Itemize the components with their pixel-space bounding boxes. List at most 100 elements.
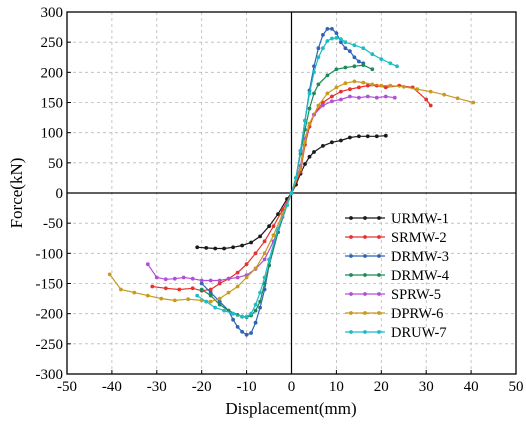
data-point — [231, 245, 236, 250]
series-line — [109, 80, 474, 303]
y-tick-label: -250 — [36, 337, 64, 353]
data-point — [424, 97, 429, 102]
data-point — [213, 246, 218, 251]
data-point — [222, 246, 227, 251]
data-point — [339, 89, 343, 94]
data-point — [154, 275, 159, 280]
data-point — [244, 262, 249, 267]
data-point — [357, 95, 361, 100]
data-point — [428, 103, 433, 108]
data-point — [244, 332, 249, 337]
data-point — [383, 85, 388, 90]
data-point — [383, 133, 388, 138]
y-tick-label: 100 — [41, 126, 64, 142]
data-point — [334, 36, 339, 40]
data-point — [348, 49, 352, 54]
data-point — [361, 80, 366, 85]
data-point — [208, 293, 213, 298]
data-point — [316, 82, 321, 87]
data-point — [370, 82, 375, 87]
data-point — [235, 325, 240, 329]
data-point — [276, 227, 280, 232]
data-point — [307, 106, 312, 111]
data-point — [208, 299, 213, 304]
legend: URMW-1 SRMW-2 DRMW-3 DRMW-4 SPRW-5 DPRW-6 DRUW… — [345, 211, 450, 341]
data-point — [253, 308, 258, 313]
legend-marker — [377, 292, 381, 296]
x-axis-title: Displacement(mm) — [225, 399, 356, 418]
legend-item: DRMW-4 — [345, 268, 450, 284]
legend-marker — [363, 311, 367, 315]
data-point — [428, 89, 433, 94]
series-layer — [107, 27, 476, 337]
data-point — [370, 67, 375, 72]
data-point — [145, 262, 150, 267]
data-point — [455, 96, 460, 101]
data-point — [312, 91, 316, 96]
legend-marker — [363, 216, 367, 220]
y-tick-label: 150 — [41, 96, 64, 112]
data-point — [365, 134, 370, 139]
data-point — [325, 27, 330, 31]
data-point — [271, 224, 276, 229]
x-tick-label: 30 — [419, 379, 434, 395]
data-point — [199, 281, 204, 286]
x-tick-label: -30 — [147, 379, 167, 395]
data-point — [262, 239, 267, 244]
y-tick-label: -200 — [36, 307, 64, 323]
legend-label: SRMW-2 — [391, 230, 447, 246]
x-tick-labels: -50 -40 -30 -20 -10 0 10 20 30 40 50 — [57, 379, 524, 395]
data-point — [330, 140, 334, 145]
data-point — [240, 243, 245, 248]
data-point — [298, 148, 303, 153]
data-point — [289, 191, 294, 195]
data-point — [204, 246, 209, 250]
data-point — [343, 46, 348, 51]
x-tick-label: -20 — [192, 379, 212, 395]
y-tick-label: -100 — [36, 246, 64, 262]
data-point — [352, 55, 357, 60]
data-point — [235, 270, 240, 275]
data-point — [249, 331, 254, 335]
data-point — [208, 287, 213, 292]
data-point — [330, 94, 334, 99]
y-axis-title: Force(kN) — [7, 158, 26, 229]
data-point — [186, 297, 191, 302]
data-point — [334, 31, 339, 35]
data-point — [258, 305, 262, 310]
data-point — [163, 277, 168, 282]
data-point — [361, 63, 366, 67]
data-point — [253, 251, 258, 256]
data-point — [150, 284, 155, 289]
data-point — [258, 234, 262, 239]
data-point — [231, 317, 236, 322]
data-point — [119, 287, 123, 292]
data-point — [339, 40, 343, 45]
data-point — [325, 91, 330, 96]
data-point — [334, 67, 339, 72]
legend-item: DPRW-6 — [345, 306, 443, 322]
data-point — [195, 293, 200, 298]
data-point — [343, 81, 348, 86]
data-point — [325, 73, 330, 78]
data-point — [285, 203, 289, 208]
legend-marker — [377, 273, 381, 277]
legend-marker — [349, 235, 353, 239]
data-point — [217, 296, 222, 301]
x-tick-label: 50 — [509, 379, 524, 395]
data-point — [388, 83, 393, 88]
data-point — [253, 266, 258, 271]
y-tick-label: 250 — [41, 35, 64, 51]
data-point — [249, 240, 254, 245]
data-point — [213, 305, 218, 310]
data-point — [204, 299, 209, 304]
data-point — [267, 257, 271, 262]
legend-marker — [349, 330, 353, 334]
data-point — [208, 290, 213, 295]
y-tick-label: 50 — [48, 156, 63, 172]
data-point — [442, 92, 447, 97]
data-point — [361, 46, 366, 51]
data-point — [208, 278, 213, 283]
data-point — [199, 278, 204, 283]
